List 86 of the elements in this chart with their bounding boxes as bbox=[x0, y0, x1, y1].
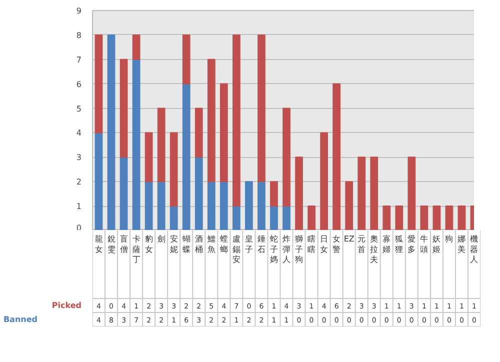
bar bbox=[245, 181, 253, 230]
x-tick-label: 妖姬 bbox=[432, 234, 441, 254]
x-tick-label: 日女 bbox=[320, 234, 328, 254]
bar bbox=[194, 156, 203, 230]
bar bbox=[282, 108, 290, 207]
bar bbox=[107, 34, 116, 230]
x-tick-label: EZ bbox=[344, 234, 355, 244]
y-tick-label: 4 bbox=[76, 128, 82, 138]
bar bbox=[220, 181, 228, 230]
bar bbox=[120, 156, 128, 230]
bar bbox=[370, 156, 378, 230]
bar bbox=[432, 206, 441, 230]
text: Banned bbox=[3, 315, 38, 324]
y-tick-label: 3 bbox=[76, 153, 82, 162]
x-tick-label: 劍 bbox=[157, 234, 166, 244]
bar bbox=[182, 83, 190, 230]
bar bbox=[194, 108, 203, 158]
bar bbox=[308, 206, 316, 230]
x-tick-label: 娜美 bbox=[458, 234, 466, 254]
bar bbox=[282, 206, 290, 230]
bar bbox=[207, 58, 216, 182]
x-tick-label: 狐狸 bbox=[395, 234, 404, 254]
bar bbox=[445, 206, 454, 230]
x-tick-label: 卡薩丁 bbox=[132, 234, 140, 264]
x-tick-label: 瞎瞎 bbox=[308, 234, 316, 254]
x-tick-label: 機器人 bbox=[470, 234, 478, 264]
x-tick-label: 盲僧 bbox=[120, 234, 128, 254]
x-tick-label: 鱷魚 bbox=[207, 234, 216, 254]
x-tick-label: 元首 bbox=[358, 234, 366, 254]
bar bbox=[232, 34, 240, 207]
bar bbox=[157, 181, 166, 230]
bar bbox=[94, 34, 103, 134]
x-tick-label: 寡婦 bbox=[382, 234, 391, 254]
bar bbox=[207, 181, 216, 230]
bar bbox=[170, 206, 178, 230]
x-tick-label: 安妮 bbox=[170, 234, 178, 254]
bar bbox=[120, 58, 128, 158]
x-tick-label: 螳螂 bbox=[220, 234, 228, 254]
bar bbox=[458, 206, 466, 230]
x-tick-label: 蝴蝶 bbox=[182, 234, 190, 254]
bar bbox=[332, 83, 341, 230]
bar bbox=[358, 156, 366, 230]
x-tick-label: 銳雯 bbox=[107, 234, 116, 254]
y-tick-label: 5 bbox=[76, 104, 82, 114]
bar bbox=[94, 132, 103, 230]
bar bbox=[182, 34, 190, 84]
bar bbox=[270, 206, 278, 230]
bar bbox=[170, 132, 178, 207]
x-tick-label: 錘石 bbox=[257, 234, 266, 254]
y-tick-label: 6 bbox=[76, 80, 82, 89]
x-tick-label: 盧錫安 bbox=[232, 234, 240, 264]
x-tick-label: 酒桶 bbox=[194, 234, 203, 254]
y-tick-label: 8 bbox=[76, 30, 82, 40]
x-tick-label: 奧拉夫 bbox=[370, 234, 378, 264]
x-tick-label: 女警 bbox=[332, 234, 341, 254]
x-tick-label: 牛頭 bbox=[420, 234, 428, 254]
x-tick-label: 炸彈人 bbox=[282, 234, 290, 264]
bar bbox=[320, 132, 328, 230]
bar bbox=[144, 132, 153, 182]
bar bbox=[408, 156, 416, 230]
x-tick-label: 皇子 bbox=[244, 234, 253, 254]
bar bbox=[270, 181, 278, 207]
bar bbox=[345, 181, 354, 230]
y-tick-label: 2 bbox=[76, 178, 82, 187]
bar bbox=[258, 181, 266, 230]
x-tick-label: 狗 bbox=[445, 234, 454, 244]
x-tick-label: 龍女 bbox=[94, 234, 103, 254]
bar bbox=[157, 108, 166, 182]
x-tick-label: 愛多 bbox=[408, 234, 416, 254]
bar bbox=[220, 83, 228, 182]
bar bbox=[132, 58, 140, 230]
y-tick-label: 9 bbox=[76, 6, 82, 16]
bar bbox=[258, 34, 266, 182]
bar bbox=[395, 206, 404, 230]
bar bbox=[132, 34, 140, 60]
x-tick-label: 獅子狗 bbox=[295, 234, 304, 264]
x-tick-label: 蛇子媽 bbox=[270, 234, 278, 264]
bar bbox=[144, 181, 153, 230]
bar bbox=[382, 206, 391, 230]
y-tick-label: 1 bbox=[76, 202, 82, 212]
bar bbox=[295, 156, 303, 230]
bar bbox=[232, 206, 240, 230]
y-tick-label: 7 bbox=[76, 55, 82, 64]
x-tick-label: 豹女 bbox=[144, 234, 153, 254]
bar bbox=[420, 206, 428, 230]
text: Picked bbox=[52, 301, 82, 310]
